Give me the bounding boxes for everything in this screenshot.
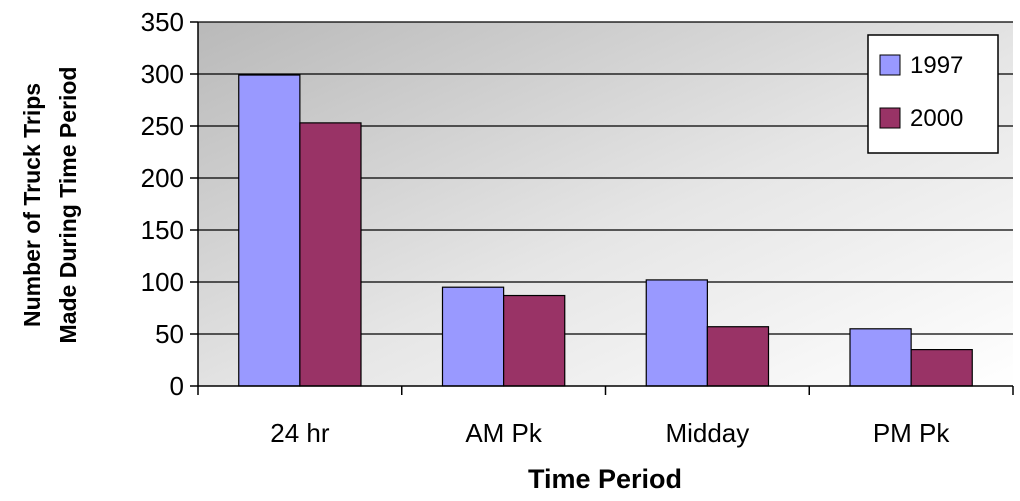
y-axis-label: Number of Truck Trips Made During Time P…: [19, 67, 81, 344]
x-tick-label: 24 hr: [270, 418, 330, 448]
y-tick-label: 300: [141, 59, 184, 89]
y-axis-label-line2: Made During Time Period: [55, 67, 81, 344]
x-tick-labels: 24 hr AM Pk Midday PM Pk: [270, 418, 950, 448]
bar-2000-24-hr: [299, 122, 362, 387]
legend-label-1997: 1997: [910, 52, 963, 79]
bar-2000-pm-pk: [910, 349, 973, 387]
y-tick-label: 350: [141, 7, 184, 37]
bar-1997-am-pk: [441, 286, 505, 387]
legend-swatch-1997: [879, 54, 901, 76]
y-tick-label: 0: [170, 371, 184, 401]
x-tick-label: Midday: [665, 418, 749, 448]
bar-2000-midday: [706, 326, 770, 387]
legend-label-2000: 2000: [910, 105, 963, 132]
y-tick-label: 200: [141, 163, 184, 193]
bar-1997-midday: [645, 279, 708, 387]
y-tick-labels: 0 50 100 150 200 250 300 350: [141, 7, 184, 401]
bar-1997-pm-pk: [849, 328, 912, 387]
bar-2000-am-pk: [503, 294, 566, 387]
x-tick-label: PM Pk: [873, 418, 951, 448]
y-axis-label-line1: Number of Truck Trips: [19, 83, 45, 327]
bar-1997-24-hr: [238, 74, 301, 387]
y-tick-label: 100: [141, 267, 184, 297]
y-tick-label: 150: [141, 215, 184, 245]
x-axis-label: Time Period: [528, 464, 682, 494]
y-tick-label: 250: [141, 111, 184, 141]
y-tick-label: 50: [155, 319, 184, 349]
x-tick-label: AM Pk: [465, 418, 543, 448]
axes: [190, 21, 1014, 395]
legend-swatch-2000: [879, 107, 901, 129]
legend: 1997 2000: [867, 34, 999, 154]
